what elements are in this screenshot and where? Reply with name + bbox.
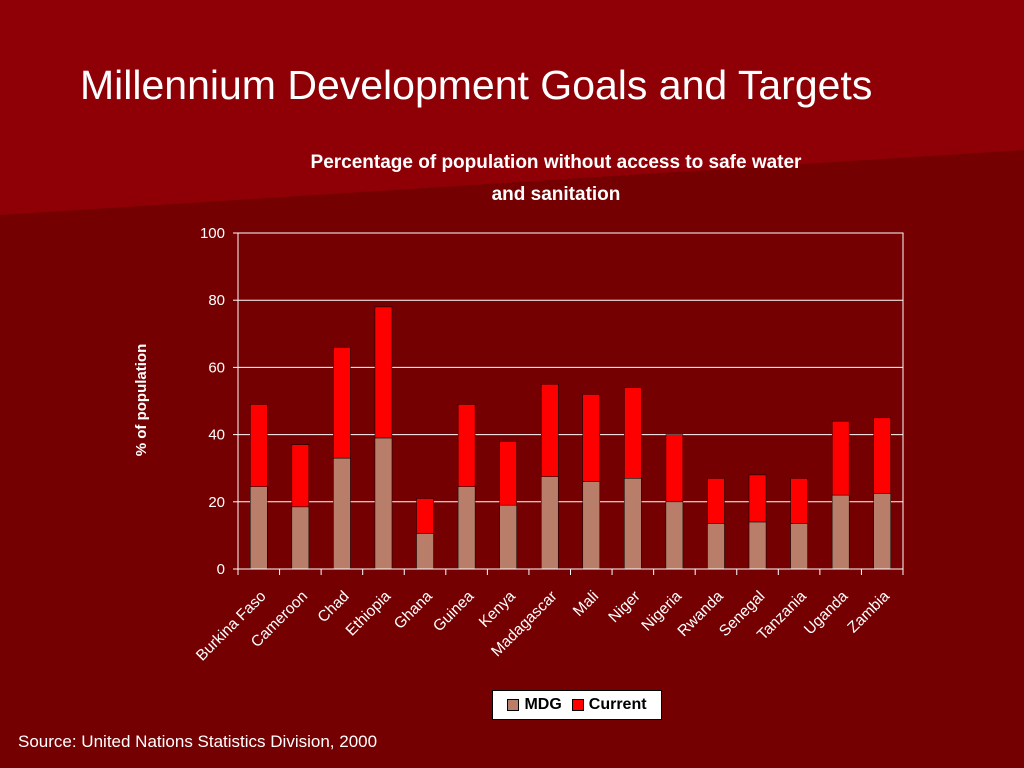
bar-mdg-zambia (873, 493, 891, 570)
source-note: Source: United Nations Statistics Divisi… (18, 732, 378, 751)
x-category-label: Niger (605, 588, 643, 626)
legend-label-current: Current (588, 696, 647, 713)
y-tick-label: 80 (208, 292, 225, 309)
bar-current-tanzania (790, 478, 808, 524)
y-tick-label: 0 (217, 561, 225, 578)
bar-mdg-ghana (416, 533, 434, 570)
x-category-label: Guinea (430, 588, 478, 636)
bar-mdg-niger (624, 478, 642, 570)
bar-mdg-mali (582, 481, 601, 570)
bar-current-ethiopia (374, 306, 393, 439)
chart-title-line-2: and sanitation (492, 184, 621, 205)
y-tick-label: 100 (200, 225, 225, 242)
chart-legend: MDG Current (492, 690, 662, 720)
y-tick-label: 60 (208, 359, 225, 376)
x-category-label: Uganda (801, 588, 852, 639)
bar-mdg-tanzania (790, 523, 808, 570)
y-tick-label: 20 (208, 494, 225, 511)
bar-mdg-burkina-faso (250, 486, 268, 570)
x-category-label: Ethiopia (343, 588, 395, 640)
y-tick-label: 40 (208, 427, 225, 444)
bar-mdg-rwanda (707, 523, 725, 570)
bar-current-cameroon (291, 444, 310, 508)
bar-mdg-cameroon (291, 506, 310, 570)
x-category-label: Ghana (391, 588, 436, 633)
legend-swatch-current (571, 699, 584, 711)
legend-item-current: Current (571, 696, 647, 714)
bar-current-zambia (873, 417, 891, 494)
bar-current-nigeria (665, 434, 684, 503)
bar-current-uganda (831, 420, 850, 496)
legend-item-mdg: MDG (507, 696, 562, 714)
bar-mdg-chad (333, 457, 351, 570)
bar-mdg-nigeria (665, 501, 684, 570)
bar-current-ghana (416, 498, 434, 534)
bar-current-rwanda (707, 478, 725, 524)
bar-current-madagascar (540, 383, 559, 477)
x-category-label: Chad (315, 588, 353, 626)
bar-mdg-uganda (831, 494, 850, 570)
bar-mdg-guinea (457, 486, 476, 570)
chart-title-line-1: Percentage of population without access … (311, 152, 803, 173)
bar-current-chad (333, 346, 351, 459)
bar-mdg-kenya (499, 504, 517, 570)
slide-title: Millennium Development Goals and Targets (80, 62, 873, 108)
bar-mdg-madagascar (540, 476, 559, 570)
bar-mdg-ethiopia (374, 437, 393, 570)
bar-current-guinea (457, 404, 476, 487)
x-category-label: Burkina Faso (193, 588, 270, 665)
bar-current-kenya (499, 441, 517, 506)
x-category-label: Mali (570, 588, 602, 620)
legend-swatch-mdg (507, 699, 520, 711)
bar-current-senegal (748, 474, 767, 523)
bar-current-niger (624, 387, 642, 479)
bar-current-burkina-faso (250, 404, 268, 487)
x-category-label: Zambia (844, 588, 893, 637)
bar-mdg-senegal (748, 521, 767, 570)
y-axis-label: % of population (133, 344, 150, 456)
bar-current-mali (582, 394, 601, 482)
legend-label-mdg: MDG (524, 696, 562, 713)
